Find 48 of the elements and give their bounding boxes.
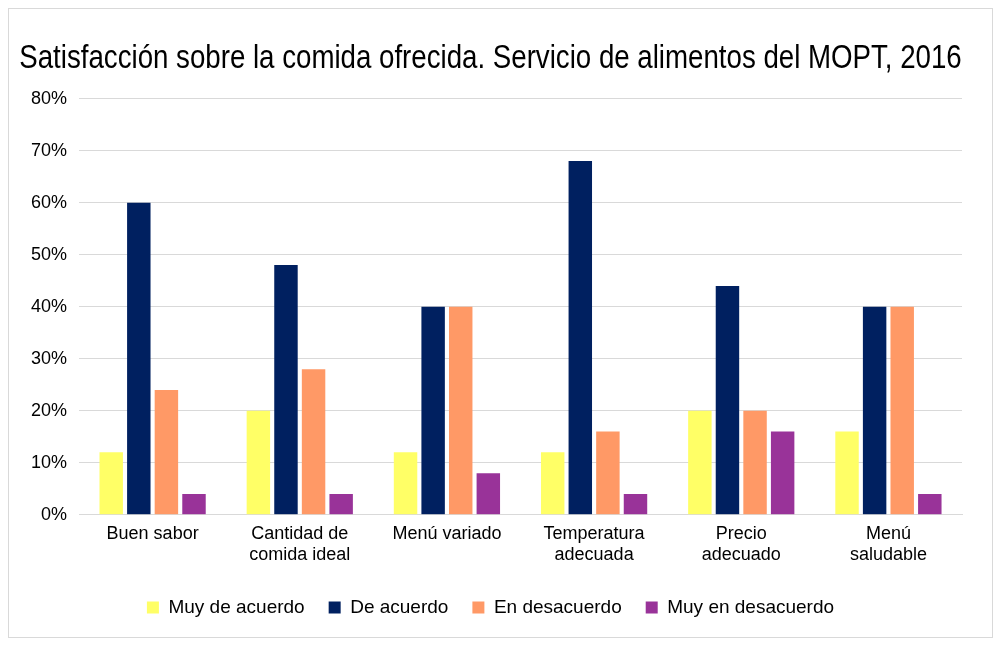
y-tick-label: 80% (31, 87, 68, 108)
y-tick-label: 20% (31, 399, 68, 420)
bar (301, 369, 326, 515)
category-label: Buen sabor (106, 522, 199, 543)
y-tick-label: 0% (41, 503, 68, 524)
bar (770, 431, 795, 515)
bar (329, 493, 353, 515)
category-label: comida ideal (249, 544, 351, 565)
y-tick-label: 40% (31, 295, 68, 316)
bar (393, 452, 418, 515)
y-tick-label: 30% (31, 347, 68, 368)
legend-label: Muy en desacuerdo (667, 595, 835, 617)
bar (918, 493, 942, 515)
bar (127, 202, 151, 515)
category-label: Menú variado (392, 522, 502, 543)
bar (835, 431, 859, 515)
bar (154, 389, 179, 515)
legend-label: En desacuerdo (493, 595, 622, 617)
bar (623, 493, 648, 515)
bar (715, 285, 740, 515)
bar (540, 452, 565, 515)
y-tick-label: 60% (31, 191, 68, 212)
category-label: Menú (865, 522, 911, 543)
bar (246, 410, 271, 515)
bar (743, 410, 767, 515)
category-label: Temperatura (543, 522, 645, 543)
category-label: adecuada (554, 544, 634, 565)
legend-label: Muy de acuerdo (168, 595, 305, 617)
y-tick-label: 10% (31, 451, 68, 472)
y-tick-label: 50% (31, 243, 68, 264)
bar (476, 473, 501, 515)
category-label: saludable (849, 544, 927, 565)
category-label: Cantidad de (251, 522, 349, 543)
bar (568, 161, 593, 515)
bar (862, 306, 887, 515)
bar (182, 493, 206, 515)
bar (688, 410, 712, 515)
bar (449, 306, 473, 515)
bar (890, 306, 914, 515)
bar (421, 306, 445, 515)
chart-title: Satisfacción sobre la comida ofrecida. Servicio de alimentos del MOPT, 2016 (19, 37, 962, 75)
category-label: adecuado (701, 544, 781, 565)
bar (596, 431, 620, 515)
bar (99, 452, 123, 515)
bar (274, 265, 298, 515)
category-label: Precio (715, 522, 767, 543)
y-tick-label: 70% (31, 139, 68, 160)
legend-label: De acuerdo (350, 595, 449, 617)
